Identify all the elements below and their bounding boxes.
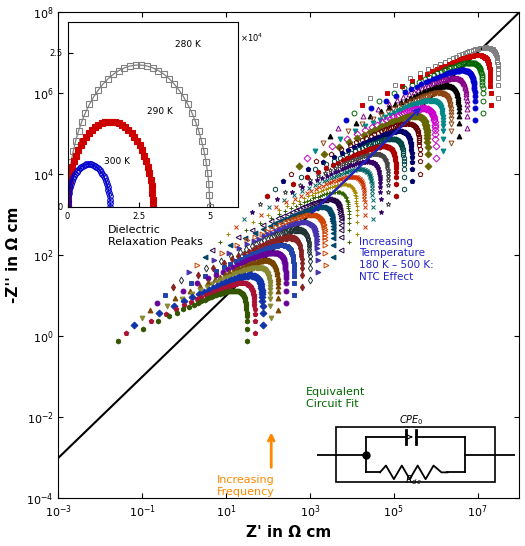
Text: Dielectric
Relaxation Peaks: Dielectric Relaxation Peaks — [108, 225, 203, 247]
Text: Increasing
Frequency: Increasing Frequency — [217, 476, 275, 497]
Text: Increasing
Temperature
180 K – 500 K:
NTC Effect: Increasing Temperature 180 K – 500 K: NT… — [359, 237, 434, 282]
X-axis label: Z' in Ω cm: Z' in Ω cm — [246, 525, 331, 541]
Y-axis label: -Z'' in Ω cm: -Z'' in Ω cm — [6, 207, 20, 304]
Text: Equivalent
Circuit Fit: Equivalent Circuit Fit — [306, 387, 365, 409]
